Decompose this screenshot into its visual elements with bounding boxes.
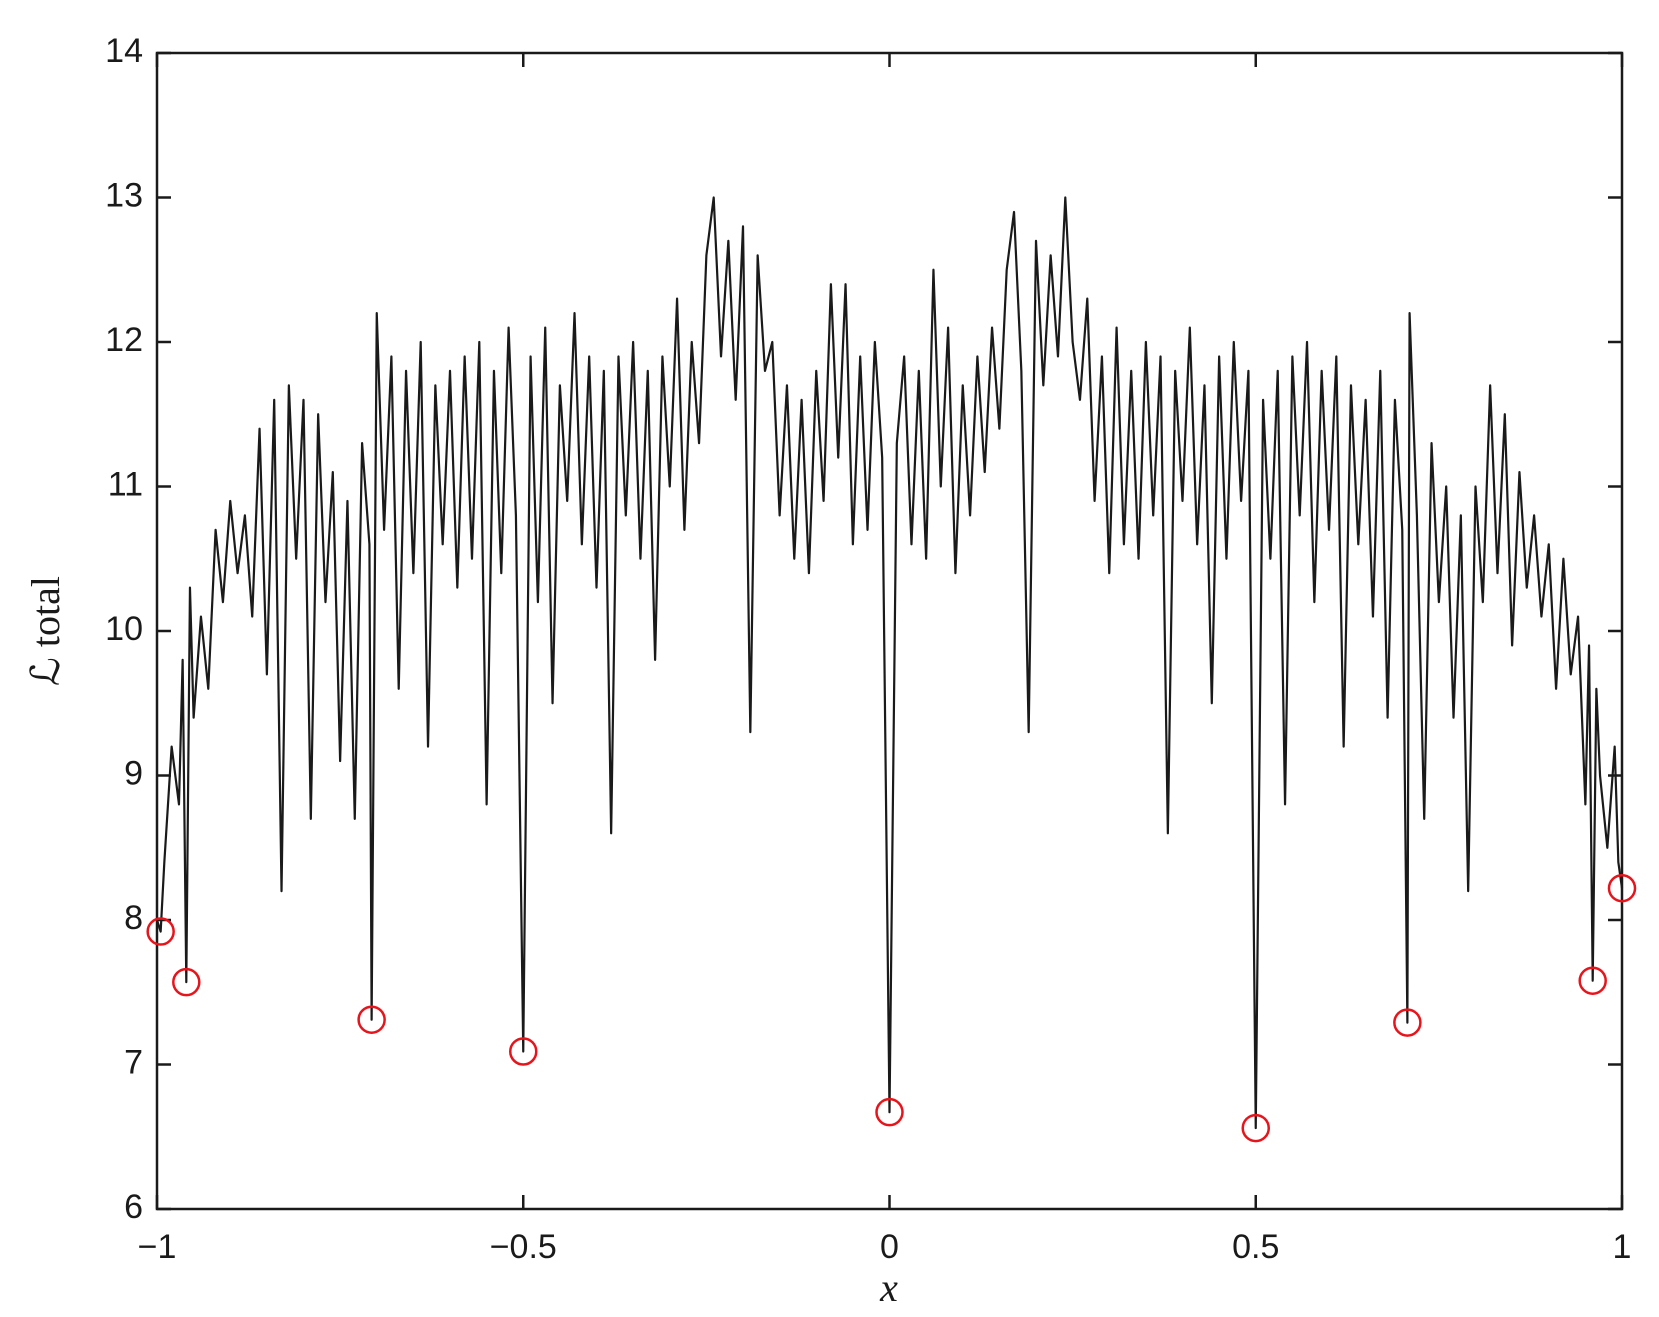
y-axis-label: ℒ total xyxy=(23,576,68,686)
y-tick-label: 12 xyxy=(105,321,143,359)
minimum-marker xyxy=(509,1037,538,1066)
minimum-marker xyxy=(1393,1008,1422,1037)
y-tick-label: 13 xyxy=(105,176,143,214)
minimum-marker xyxy=(1578,966,1607,995)
x-tick-label: 1 xyxy=(1613,1228,1632,1266)
minimum-marker xyxy=(172,967,201,997)
minimum-marker xyxy=(875,1097,904,1127)
x-tick-label: 0 xyxy=(880,1228,899,1266)
x-tick-label: −1 xyxy=(138,1228,177,1266)
x-tick-label: 0.5 xyxy=(1232,1228,1279,1266)
y-tick-label: 10 xyxy=(105,610,143,648)
y-tick-label: 7 xyxy=(124,1043,143,1081)
y-tick-label: 6 xyxy=(124,1188,143,1226)
minimum-marker xyxy=(357,1005,386,1034)
minimum-marker xyxy=(1241,1113,1270,1143)
y-tick-label: 8 xyxy=(124,899,143,937)
minimum-marker xyxy=(1607,873,1637,903)
y-tick-label: 14 xyxy=(105,32,143,70)
y-tick-label: 9 xyxy=(124,754,143,792)
data-line xyxy=(155,196,1624,1130)
x-axis-label: x xyxy=(879,1265,898,1310)
minimum-marker xyxy=(146,917,175,946)
x-tick-label: −0.5 xyxy=(490,1228,557,1266)
y-tick-label: 11 xyxy=(108,465,143,503)
